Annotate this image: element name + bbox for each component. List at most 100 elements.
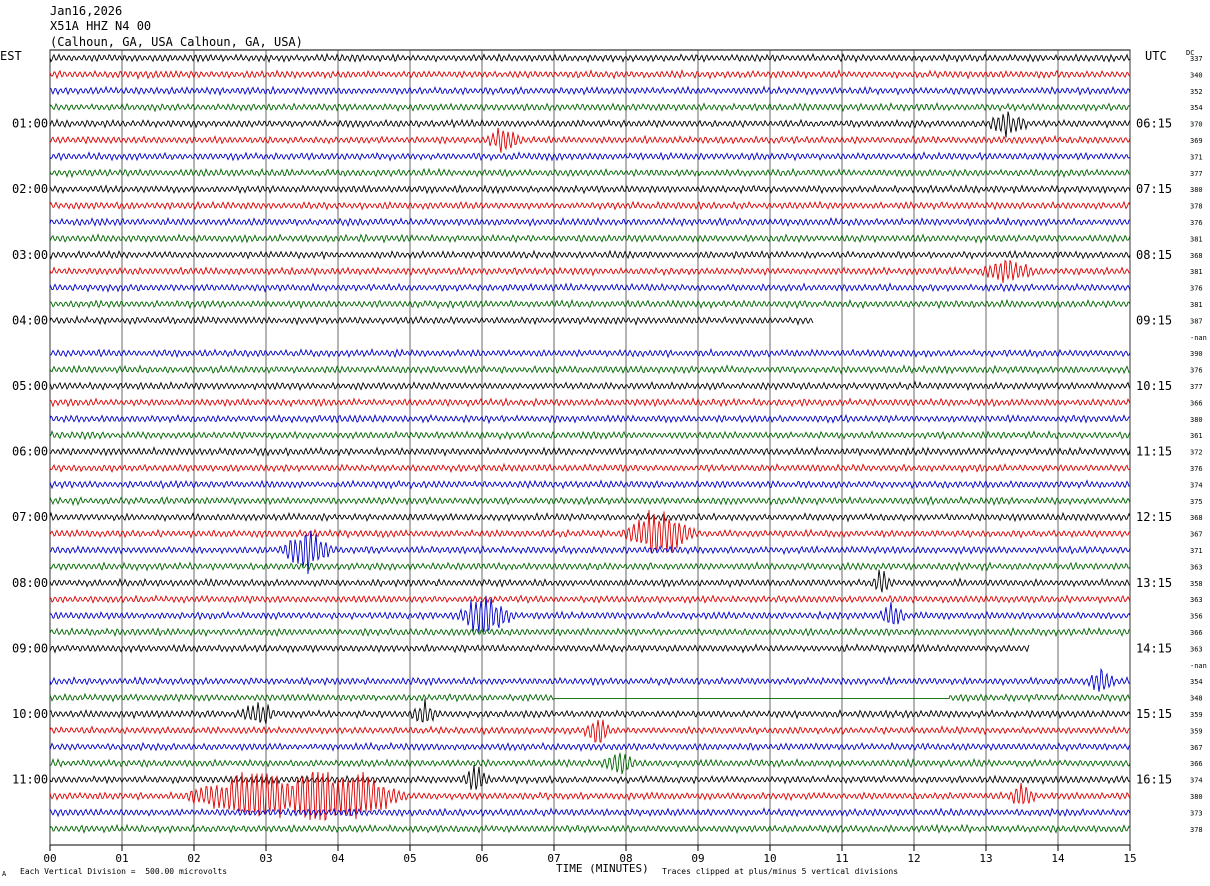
dc-offset-label: 380 bbox=[1190, 416, 1203, 424]
x-tick-label: 03 bbox=[259, 852, 272, 865]
x-axis-label: TIME (MINUTES) bbox=[556, 862, 649, 875]
dc-offset-label: 376 bbox=[1190, 367, 1203, 375]
x-tick-label: 00 bbox=[43, 852, 56, 865]
seismic-trace bbox=[49, 315, 814, 326]
header-station: X51A HHZ N4 00 bbox=[50, 19, 152, 33]
seismic-trace bbox=[49, 200, 1131, 211]
header-location: (Calhoun, GA, USA Calhoun, GA, USA) bbox=[50, 35, 303, 49]
seismic-trace bbox=[49, 151, 1131, 162]
seismic-trace bbox=[49, 233, 1131, 244]
seismic-trace bbox=[49, 429, 1131, 441]
timezone-right-label: UTC bbox=[1145, 49, 1167, 63]
utc-hour-label: 15:15 bbox=[1136, 707, 1172, 721]
utc-hour-label: 10:15 bbox=[1136, 379, 1172, 393]
seismic-trace bbox=[49, 183, 1131, 195]
utc-hour-label: 14:15 bbox=[1136, 641, 1172, 655]
dc-offset-label: 337 bbox=[1190, 55, 1203, 63]
dc-offset-label: 366 bbox=[1190, 760, 1203, 768]
seismic-trace bbox=[49, 111, 1131, 138]
dc-offset-label: 370 bbox=[1190, 121, 1203, 129]
clip-note: Traces clipped at plus/minus 5 vertical … bbox=[662, 867, 899, 876]
dc-offset-label: 378 bbox=[1190, 203, 1203, 211]
dc-offset-label: 359 bbox=[1190, 711, 1203, 719]
dc-offset-label: 371 bbox=[1190, 547, 1203, 555]
seismic-trace bbox=[49, 495, 1131, 507]
seismic-trace bbox=[49, 127, 1131, 153]
seismic-trace bbox=[49, 626, 1131, 638]
dc-offset-label: 374 bbox=[1190, 481, 1203, 489]
x-tick-label: 01 bbox=[115, 852, 128, 865]
dc-offset-label: 381 bbox=[1190, 268, 1203, 276]
utc-hour-label: 06:15 bbox=[1136, 117, 1172, 131]
utc-hour-label: 09:15 bbox=[1136, 313, 1172, 327]
dc-offset-header: DC bbox=[1186, 49, 1195, 57]
dc-offset-label: 354 bbox=[1190, 104, 1203, 112]
dc-offset-label: 363 bbox=[1190, 645, 1203, 653]
seismic-trace bbox=[49, 594, 1131, 605]
dc-offset-label: 376 bbox=[1190, 465, 1203, 473]
axis-labels: 00 01 02 03 04 05 06 07 08 09 10 11 12 13 14 15 337 340 35… bbox=[12, 55, 1207, 865]
seismic-trace bbox=[49, 511, 1131, 523]
seismic-trace bbox=[49, 752, 1131, 775]
seismic-trace bbox=[49, 643, 1030, 654]
utc-hour-label: 16:15 bbox=[1136, 773, 1172, 787]
seismic-trace bbox=[49, 380, 1131, 392]
seismic-trace bbox=[49, 462, 1131, 474]
dc-offset-label: 369 bbox=[1190, 137, 1203, 145]
dc-offset-label: 371 bbox=[1190, 153, 1203, 161]
utc-hour-label: 07:15 bbox=[1136, 182, 1172, 196]
timezone-left-label: EST bbox=[0, 49, 22, 63]
x-tick-label: 08 bbox=[619, 852, 632, 865]
est-hour-label: 06:00 bbox=[12, 445, 48, 459]
seismic-trace bbox=[49, 446, 1131, 457]
dc-offset-label: 348 bbox=[1190, 695, 1203, 703]
dc-offset-label: 366 bbox=[1190, 629, 1203, 637]
x-tick-label: 14 bbox=[1051, 852, 1065, 865]
seismic-trace bbox=[49, 298, 1131, 310]
dc-offset-label: 352 bbox=[1190, 88, 1203, 96]
dc-offset-label: 340 bbox=[1190, 71, 1203, 79]
seismic-trace bbox=[49, 364, 1131, 375]
dc-offset-label: 375 bbox=[1190, 498, 1203, 506]
dc-offset-label: 381 bbox=[1190, 235, 1203, 243]
seismic-trace bbox=[49, 698, 1131, 724]
seismic-trace bbox=[49, 101, 1131, 113]
x-tick-label: 11 bbox=[835, 852, 848, 865]
seismic-trace bbox=[49, 397, 1131, 408]
dc-offset-label: 368 bbox=[1190, 514, 1203, 522]
dc-offset-label: 377 bbox=[1190, 170, 1203, 178]
seismic-trace bbox=[49, 561, 1131, 572]
x-tick-label: 04 bbox=[331, 852, 345, 865]
seismic-trace bbox=[49, 52, 1131, 64]
dc-offset-label: 367 bbox=[1190, 744, 1203, 752]
seismic-trace bbox=[49, 85, 1131, 97]
est-hour-label: 04:00 bbox=[12, 313, 48, 327]
header-date: Jan16,2026 bbox=[50, 4, 123, 18]
dc-offset-label: 373 bbox=[1190, 809, 1203, 817]
x-tick-label: 06 bbox=[475, 852, 488, 865]
seismic-trace bbox=[49, 347, 1131, 359]
footer-mark: A bbox=[2, 870, 7, 878]
seismic-trace bbox=[49, 167, 1131, 179]
dc-offset-label: 368 bbox=[1190, 252, 1203, 260]
x-tick-label: 15 bbox=[1123, 852, 1136, 865]
seismic-trace bbox=[49, 807, 1131, 818]
seismic-trace bbox=[49, 69, 1131, 80]
plot-frame bbox=[49, 49, 1131, 846]
dc-offset-label: 376 bbox=[1190, 285, 1203, 293]
seismic-trace bbox=[49, 741, 1131, 752]
dc-offset-label: 356 bbox=[1190, 613, 1203, 621]
est-hour-label: 08:00 bbox=[12, 576, 48, 590]
est-hour-label: 07:00 bbox=[12, 510, 48, 524]
utc-hour-label: 11:15 bbox=[1136, 445, 1172, 459]
seismic-traces bbox=[49, 52, 1131, 835]
est-hour-label: 11:00 bbox=[12, 773, 48, 787]
dc-offset-label: 359 bbox=[1190, 727, 1203, 735]
seismic-trace bbox=[49, 509, 1131, 554]
seismic-trace bbox=[49, 530, 1131, 575]
seismic-trace bbox=[49, 771, 1131, 822]
x-tick-label: 02 bbox=[187, 852, 200, 865]
dc-offset-label: 377 bbox=[1190, 383, 1203, 391]
dc-offset-label: 361 bbox=[1190, 432, 1203, 440]
